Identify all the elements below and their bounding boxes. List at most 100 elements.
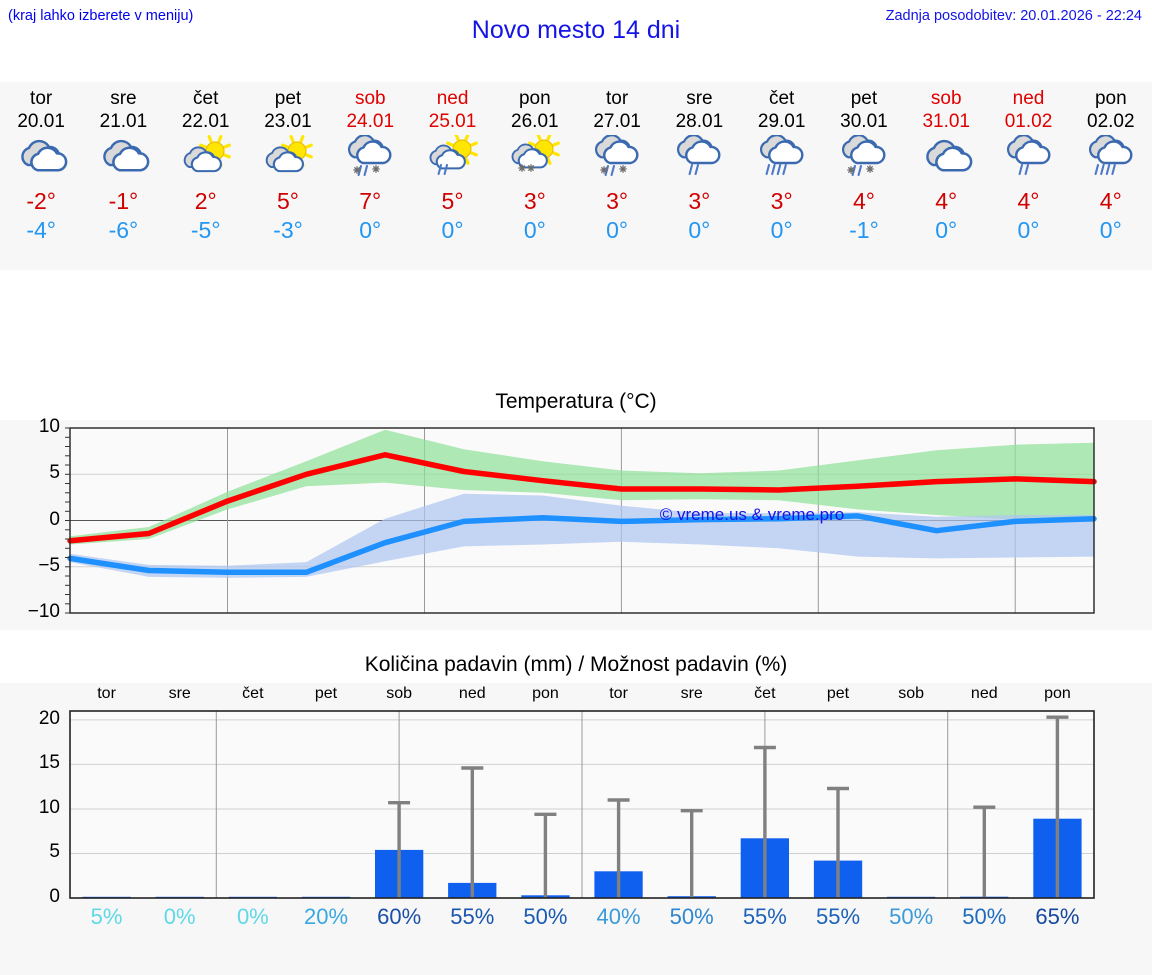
day-column[interactable]: čet 22.01 2° -5° [165,82,247,270]
day-column[interactable]: pon 02.02 4° 0° [1070,82,1152,270]
series-line [67,452,1097,544]
day-name: pon [518,88,551,109]
last-update-text: Zadnja posodobitev: 20.01.2026 - 22:24 [885,8,1142,24]
precip-probability-label: 50% [669,904,714,929]
day-min-temp: -5° [190,217,221,243]
day-name: pon [1094,88,1127,109]
cloudy-rain-light-icon [677,135,721,176]
x-tick-label: pon [532,685,559,702]
day-name: ned [436,88,469,109]
cloudy-sleet-icon [841,135,886,177]
cloud-front [112,146,150,172]
day-column[interactable]: ned 01.02 4° 0° [987,82,1069,270]
y-tick-label: 10 [38,796,60,818]
day-name: sob [930,88,962,109]
day-date: 29.01 [757,111,806,132]
precip-probability-label: 20% [303,904,349,929]
precip-probability-label: 55% [742,904,787,929]
day-column[interactable]: tor 20.01 -2° -4° [0,82,82,270]
x-tick-label: sob [898,685,925,702]
day-date: 23.01 [264,111,312,132]
day-name: sob [354,88,386,109]
x-tick-label: ned [458,685,486,702]
day-max-temp: 2° [194,188,217,214]
rain-drops [437,163,448,176]
day-min-temp: 0° [359,217,382,243]
day-date: 31.01 [922,111,970,132]
weather-icon-wrap [670,135,728,185]
precip-probability-label: 55% [815,904,861,929]
precip-probability-label: 65% [1035,904,1080,929]
rain-drops [1018,163,1029,176]
cloud-front [1014,140,1050,165]
cloudy-rain-icon [1088,135,1133,176]
weather-icon-wrap [177,135,235,185]
day-name: sre [110,88,137,109]
y-tick-label: −5 [38,554,60,576]
precip-probability-label: 5% [90,904,123,929]
day-max-temp: 4° [852,188,875,214]
watermark: © vreme.us & vreme.pro [659,505,845,524]
weather-icon-wrap [259,135,317,185]
day-min-temp: -6° [108,217,139,243]
day-date: 24.01 [346,111,395,132]
weather-icon-wrap [506,135,564,185]
day-min-temp: 0° [441,217,464,243]
day-column[interactable]: pon 26.01 3° 0° [494,82,576,270]
day-min-temp: 0° [523,217,546,243]
day-min-temp: -4° [26,217,56,243]
day-column[interactable]: čet 29.01 3° 0° [741,82,823,270]
day-min-temp: -1° [849,217,879,243]
day-max-temp: 3° [523,188,546,214]
day-column[interactable]: ned 25.01 5° 0° [411,82,493,270]
precip-probability-label: 0% [163,904,196,929]
snow-flakes [619,165,627,173]
cloudy-sleet-icon [348,135,392,177]
y-tick-label: 0 [49,508,60,530]
day-max-temp: 3° [688,188,711,214]
day-column[interactable]: pet 30.01 4° -1° [823,82,905,270]
day-column[interactable]: sob 24.01 7° 0° [329,82,411,270]
day-column[interactable]: sob 31.01 4° 0° [905,82,987,270]
cloud-front [935,146,973,172]
partly-sunny-icon [265,135,313,173]
day-date: 22.01 [181,111,230,132]
x-tick-label: tor [609,685,628,702]
x-tick-label: sob [386,685,413,702]
precip-probability-label: 60% [377,904,422,929]
precipitation-plot: tor sre čet pet sob ned pon tor sre čet pet sob ned p… [0,683,1152,943]
x-tick-label: sre [680,685,703,702]
precipitation-chart-title: Količina padavin (mm) / Možnost padavin … [0,645,1152,683]
day-column[interactable]: sre 21.01 -1° -6° [82,82,164,270]
day-column[interactable]: pet 23.01 5° -3° [247,82,329,270]
weather-icon-wrap [835,135,893,185]
day-column[interactable]: tor 27.01 3° 0° [576,82,658,270]
cloud-front [685,140,721,165]
page-header: (kraj lahko izberete v meniju) Novo mest… [0,0,1152,80]
cloud-front [850,140,886,165]
cloud-front [1096,140,1133,165]
day-column[interactable]: sre 28.01 3° 0° [658,82,740,270]
cloud-front [30,146,68,172]
day-name: sre [686,88,713,109]
day-max-temp: 5° [276,188,299,214]
precipitation-svg [69,710,1095,899]
precip-probability-label: 50% [523,904,568,929]
day-name: čet [768,88,795,109]
day-max-temp: -1° [108,188,139,214]
day-date: 25.01 [428,111,477,132]
precip-probability-label: 55% [450,904,495,929]
y-tick-label: 5 [49,841,60,863]
weather-icon-wrap [917,135,975,185]
day-min-temp: 0° [770,217,793,243]
partly-sunny-rain-icon [429,135,478,176]
day-name: ned [1012,88,1045,109]
cloudy-sleet-icon [595,135,639,177]
x-tick-label: sre [168,685,191,702]
precip-probability-label: 50% [889,904,934,929]
temperature-chart-title: Temperatura (°C) [0,382,1152,420]
partly-sunny-icon [183,135,231,173]
cloudy-rain-icon [759,135,804,176]
day-min-temp: 0° [1099,217,1122,243]
day-date: 01.02 [1004,111,1053,132]
